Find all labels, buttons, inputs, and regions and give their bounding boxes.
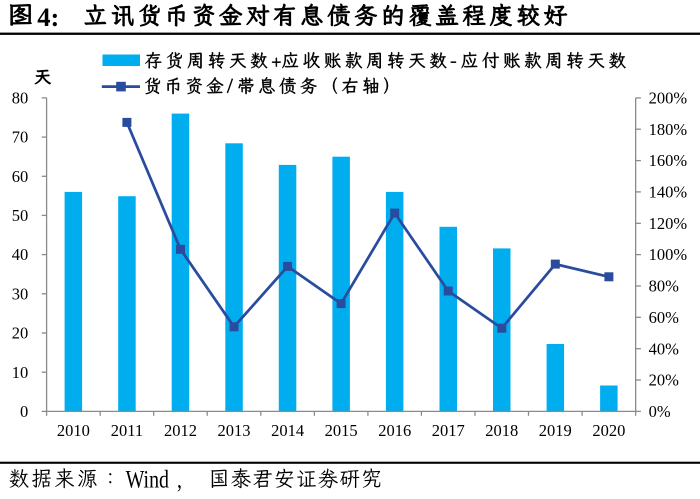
svg-text:30: 30 <box>12 284 29 303</box>
svg-text:70: 70 <box>12 128 29 147</box>
svg-text:2017: 2017 <box>432 421 465 440</box>
svg-text:,: , <box>177 465 182 493</box>
svg-text:2016: 2016 <box>378 421 411 440</box>
svg-text:0: 0 <box>20 402 28 421</box>
svg-text:0%: 0% <box>649 402 671 421</box>
svg-text:180%: 180% <box>649 120 688 139</box>
svg-text:Wind: Wind <box>126 465 170 493</box>
svg-text:80: 80 <box>12 89 29 108</box>
svg-text:80%: 80% <box>649 277 680 296</box>
svg-text:2010: 2010 <box>57 421 90 440</box>
svg-text:2019: 2019 <box>539 421 572 440</box>
svg-text:60%: 60% <box>649 308 680 327</box>
svg-text:2011: 2011 <box>111 421 143 440</box>
svg-text:160%: 160% <box>649 151 688 170</box>
svg-text:20%: 20% <box>649 371 680 390</box>
svg-text:2014: 2014 <box>271 421 304 440</box>
svg-text:200%: 200% <box>649 89 688 108</box>
svg-text:20: 20 <box>12 324 29 343</box>
svg-text:2015: 2015 <box>325 421 358 440</box>
svg-text:140%: 140% <box>649 183 688 202</box>
svg-text:40%: 40% <box>649 339 680 358</box>
svg-text:120%: 120% <box>649 214 688 233</box>
svg-text:2012: 2012 <box>164 421 197 440</box>
svg-text:2020: 2020 <box>592 421 625 440</box>
svg-text:40: 40 <box>12 245 29 264</box>
svg-text:100%: 100% <box>649 245 688 264</box>
svg-text:4:: 4: <box>37 2 59 32</box>
svg-text:2018: 2018 <box>485 421 518 440</box>
svg-text:2013: 2013 <box>218 421 251 440</box>
svg-text:60: 60 <box>12 167 29 186</box>
svg-text:50: 50 <box>12 206 29 225</box>
svg-text:10: 10 <box>12 363 29 382</box>
